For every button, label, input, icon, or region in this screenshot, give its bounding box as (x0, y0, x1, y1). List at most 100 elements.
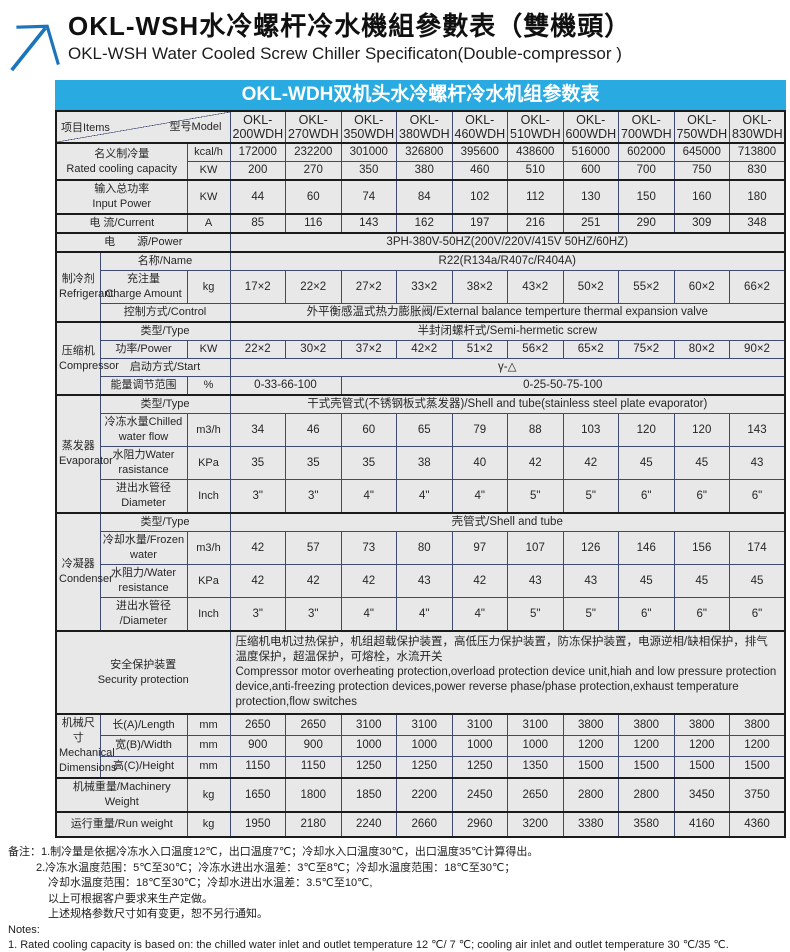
row-label-cell: 启动方式/Start (99, 358, 231, 377)
value-cell: 3750 (729, 777, 786, 813)
merged-value-cell: 壳管式/Shell and tube (229, 512, 786, 532)
value-cell: 1000 (451, 735, 508, 757)
row-label-cell: 类型/Type (99, 321, 231, 341)
value-cell: 1250 (340, 755, 397, 779)
unit-cell: mm (186, 755, 231, 779)
model-header-cell: OKL- 350WDH (340, 110, 397, 144)
value-cell: 2180 (285, 811, 342, 838)
value-cell: 3" (285, 597, 342, 632)
value-cell: 42 (562, 446, 619, 480)
arrow-up-right-icon (10, 24, 60, 72)
value-cell: 60 (285, 179, 342, 215)
value-cell: 301000 (340, 142, 397, 162)
value-cell: 97 (451, 531, 508, 565)
model-label: 型号Model (169, 121, 222, 133)
section-label-cell: 机械尺寸 Mechanical Dimensions (55, 713, 116, 779)
page-title-en: OKL-WSH Water Cooled Screw Chiller Speci… (68, 44, 622, 63)
value-cell: 43 (396, 564, 453, 598)
value-cell: 1000 (507, 735, 564, 757)
row-label-cell: 冷却水量/Frozen water (99, 531, 188, 565)
row-label-cell: 进出水管径/Diameter (99, 597, 188, 632)
unit-cell: m3/h (186, 531, 231, 565)
value-cell: 309 (673, 213, 730, 234)
unit-cell: kg (186, 811, 231, 838)
value-cell: 1850 (340, 777, 397, 813)
row-label-cell: 水阻力Water rasistance (99, 446, 188, 480)
value-cell: 395600 (451, 142, 508, 162)
page-title-zh: OKL-WSH水冷螺杆冷水機組參數表（雙機頭） (68, 11, 632, 41)
table-banner: OKL-WDH双机头水冷螺杆冷水机组参数表 (55, 80, 786, 110)
value-cell: 713800 (729, 142, 786, 162)
row-label-cell: 进出水管径 Diameter (99, 479, 188, 514)
model-header-cell: OKL- 380WDH (396, 110, 453, 144)
value-cell: 3100 (451, 713, 508, 737)
value-cell: 3" (285, 479, 342, 514)
value-cell: 1950 (229, 811, 286, 838)
value-cell: 3" (229, 597, 286, 632)
merged-value-cell: 3PH-380V-50HZ(200V/220V/415V 50HZ/60HZ) (229, 232, 786, 253)
value-cell: 460 (451, 161, 508, 181)
value-cell: 60×2 (673, 270, 730, 304)
value-cell: 1500 (729, 755, 786, 779)
section-label-cell: 制冷剂 Refrigerant (55, 251, 113, 323)
value-cell: 22×2 (285, 270, 342, 304)
value-cell: 2200 (396, 777, 453, 813)
value-cell: 33×2 (396, 270, 453, 304)
value-cell: 35 (285, 446, 342, 480)
value-cell: 290 (618, 213, 675, 234)
note-line-zh-2: 2.冷冻水温度范围：5℃至30℃；冷冻水进出水温差：3℃至8℃；冷却水温度范围：… (36, 861, 516, 874)
value-cell: 6" (729, 597, 786, 632)
note-line-zh-1: 备注：1.制冷量是依据冷冻水入口温度12℃，出口温度7℃；冷却水入口温度30℃，… (8, 846, 539, 858)
value-cell: 1650 (229, 777, 286, 813)
value-cell: 830 (729, 161, 786, 181)
value-cell: 1350 (507, 755, 564, 779)
value-cell: 6" (673, 479, 730, 514)
value-cell: 348 (729, 213, 786, 234)
value-cell: 6" (673, 597, 730, 632)
value-cell: 40 (451, 446, 508, 480)
merged-value-cell: 半封闭螺杆式/Semi-hermetic screw (229, 321, 786, 341)
value-cell: 1250 (451, 755, 508, 779)
value-cell: 2650 (507, 777, 564, 813)
value-cell: 2960 (451, 811, 508, 838)
row-label-cell: 机械重量/Machinery Weight (55, 777, 188, 813)
value-cell: 3800 (618, 713, 675, 737)
value-cell: 216 (507, 213, 564, 234)
value-cell: 0-25-50-75-100 (340, 376, 786, 396)
value-cell: 120 (618, 413, 675, 447)
value-cell: 3380 (562, 811, 619, 838)
value-cell: 80 (396, 531, 453, 565)
value-cell: 75×2 (618, 340, 675, 359)
model-header-cell: OKL- 600WDH (562, 110, 619, 144)
note-line-zh-3: 冷却水温度范围：18℃至30℃；冷却水进出水温差：3.5℃至10℃, (48, 877, 373, 889)
value-cell: 120 (673, 413, 730, 447)
value-cell: 50×2 (562, 270, 619, 304)
value-cell: 3" (229, 479, 286, 514)
value-cell: 200 (229, 161, 286, 181)
value-cell: 80×2 (673, 340, 730, 359)
section-label-cell: 蒸发器 Evaporator (55, 394, 113, 514)
value-cell: 900 (285, 735, 342, 757)
unit-cell: kg (186, 777, 231, 813)
section-label-cell: 冷凝器 Condenser (55, 512, 113, 632)
unit-cell: mm (186, 713, 231, 737)
row-label-cell: 水阻力/Water resistance (99, 564, 188, 598)
value-cell: 55×2 (618, 270, 675, 304)
value-cell: 2650 (285, 713, 342, 737)
value-cell: 1500 (673, 755, 730, 779)
value-cell: 112 (507, 179, 564, 215)
value-cell: 1500 (562, 755, 619, 779)
value-cell: 43 (507, 564, 564, 598)
value-cell: 143 (340, 213, 397, 234)
value-cell: 45 (729, 564, 786, 598)
model-header-cell: OKL- 200WDH (229, 110, 286, 144)
value-cell: 1250 (396, 755, 453, 779)
value-cell: 42×2 (396, 340, 453, 359)
value-cell: 4" (451, 479, 508, 514)
row-label-cell: 控制方式/Control (99, 303, 231, 323)
model-header-cell: OKL- 270WDH (285, 110, 342, 144)
merged-value-cell: R22(R134a/R407c/R404A) (229, 251, 786, 271)
value-cell: 43 (729, 446, 786, 480)
notes-header-en: Notes: (8, 923, 40, 936)
row-label-cell: 充注量 Charge Amount (99, 270, 188, 304)
